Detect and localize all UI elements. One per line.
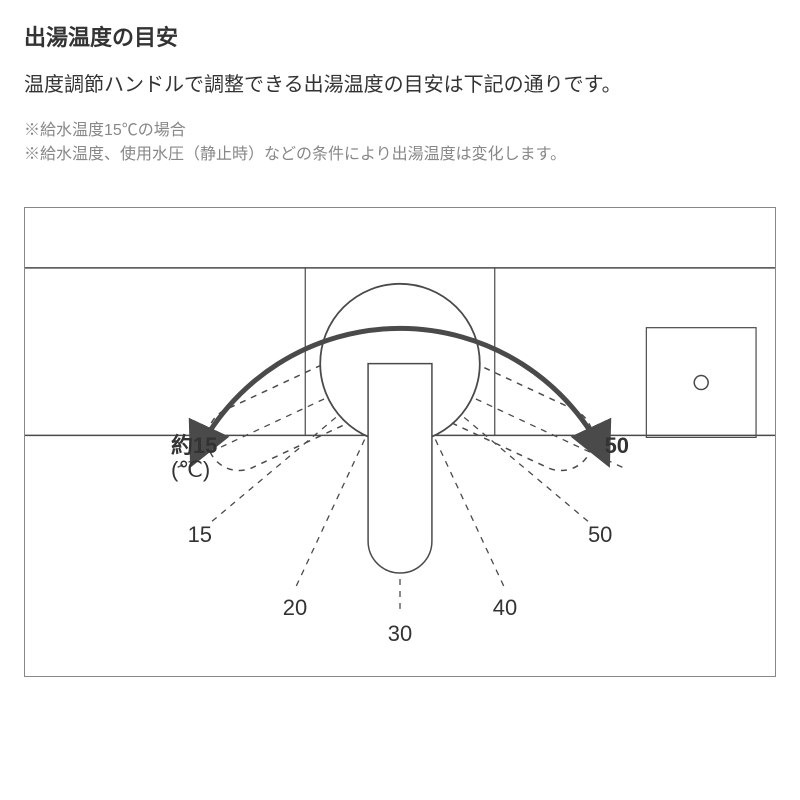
page-title: 出湯温度の目安 (24, 20, 776, 52)
svg-text:15: 15 (188, 522, 212, 547)
lead-text: 温度調節ハンドルで調整できる出湯温度の目安は下記の通りです。 (24, 68, 776, 97)
svg-text:50: 50 (588, 522, 612, 547)
svg-text:20: 20 (283, 595, 307, 620)
svg-text:40: 40 (493, 595, 517, 620)
note-line-1: ※給水温度15℃の場合 (24, 119, 776, 143)
note-line-2: ※給水温度、使用水圧（静止時）などの条件により出湯温度は変化します。 (24, 143, 776, 167)
svg-text:約15: 約15 (171, 433, 217, 458)
svg-text:50: 50 (605, 433, 629, 458)
svg-text:30: 30 (388, 621, 412, 646)
temperature-dial-figure: 50 50 40 30 20 15 約15(℃) (24, 207, 776, 677)
svg-text:(℃): (℃) (171, 457, 210, 482)
dial-svg: 50 50 40 30 20 15 約15(℃) (25, 208, 775, 677)
